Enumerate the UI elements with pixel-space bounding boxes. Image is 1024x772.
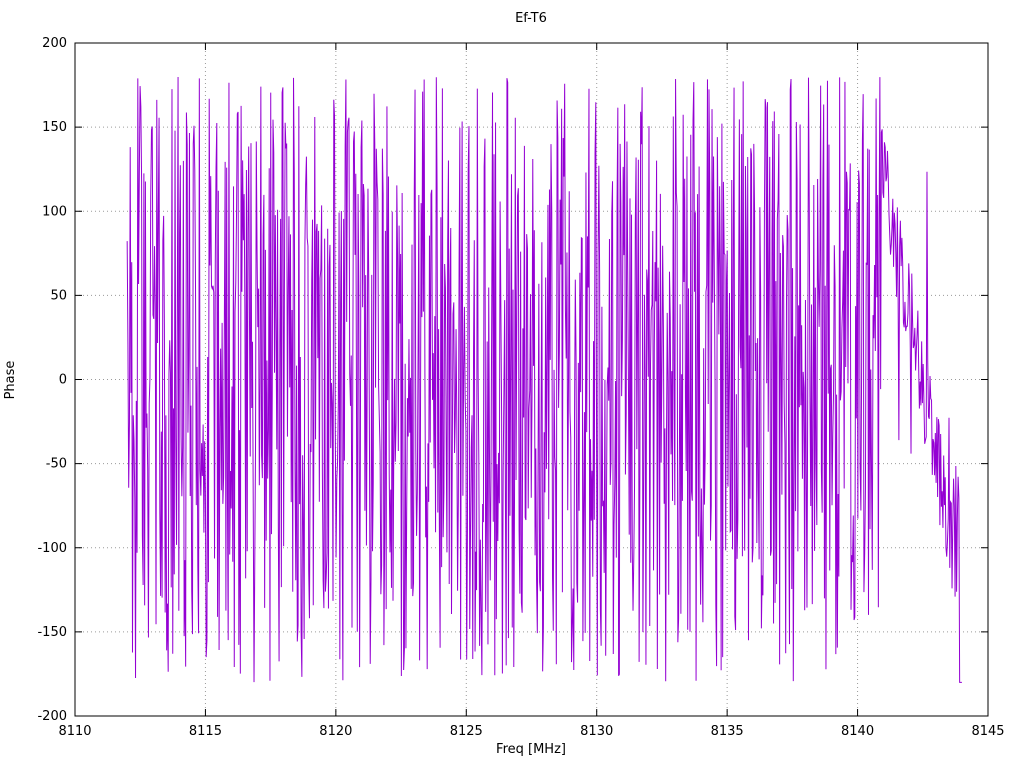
tick-labels: 8110 8115 8120 8125 8130 8135 8140 8145 -200 -150…	[37, 36, 1004, 739]
y-tick-label: -200	[37, 709, 67, 724]
x-tick-label: 8115	[189, 724, 222, 739]
y-axis-label: Phase	[3, 361, 18, 400]
y-tick-label: 0	[59, 373, 67, 388]
x-tick-label: 8135	[711, 724, 744, 739]
y-tick-label: -50	[46, 457, 67, 472]
x-axis-label: Freq [MHz]	[496, 742, 566, 757]
x-tick-label: 8145	[971, 724, 1004, 739]
y-tick-label: -150	[37, 625, 67, 640]
phase-series-line	[126, 76, 962, 683]
chart-title: Ef-T6	[515, 11, 547, 26]
y-tick-label: 100	[42, 204, 67, 219]
x-tick-label: 8120	[319, 724, 352, 739]
x-tick-label: 8125	[450, 724, 483, 739]
x-tick-label: 8140	[841, 724, 874, 739]
x-tick-label: 8110	[58, 724, 91, 739]
y-tick-label: -100	[37, 541, 67, 556]
plot-border	[74, 42, 989, 717]
y-tick-label: 50	[50, 288, 67, 303]
x-tick-label: 8130	[580, 724, 613, 739]
y-tick-label: 150	[42, 120, 67, 135]
y-tick-label: 200	[42, 36, 67, 51]
